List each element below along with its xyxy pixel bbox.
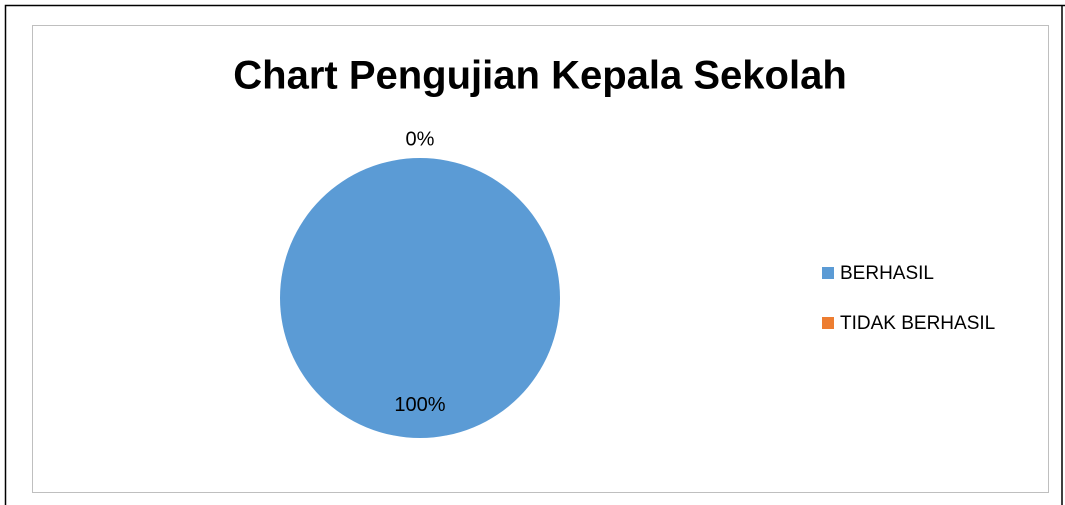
legend-swatch: [822, 267, 834, 279]
chart-title: Chart Pengujian Kepala Sekolah: [233, 54, 847, 98]
pie-slice: [280, 158, 560, 438]
data-label: 100%: [394, 394, 445, 416]
outer-frame: [4, 4, 1065, 505]
data-label: 0%: [406, 128, 435, 150]
legend-label: TIDAK BERHASIL: [840, 313, 995, 334]
legend-label: BERHASIL: [840, 263, 934, 284]
legend-swatch: [822, 317, 834, 329]
